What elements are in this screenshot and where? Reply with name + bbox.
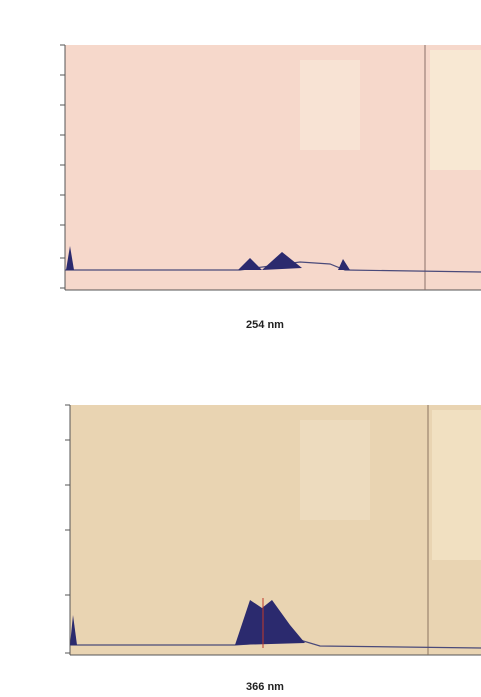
plot-area — [65, 45, 481, 290]
texture — [300, 60, 360, 150]
y-ticks — [65, 405, 70, 653]
y-ticks — [60, 45, 65, 288]
chromatogram-366: 366 nm — [65, 405, 481, 693]
chromatogram-254: 254 nm — [60, 45, 481, 331]
page: 254 nm 366 nm — [0, 0, 481, 697]
texture — [432, 410, 481, 560]
texture — [430, 50, 481, 170]
caption: 366 nm — [246, 681, 284, 693]
texture — [300, 420, 370, 520]
caption: 254 nm — [246, 319, 284, 331]
